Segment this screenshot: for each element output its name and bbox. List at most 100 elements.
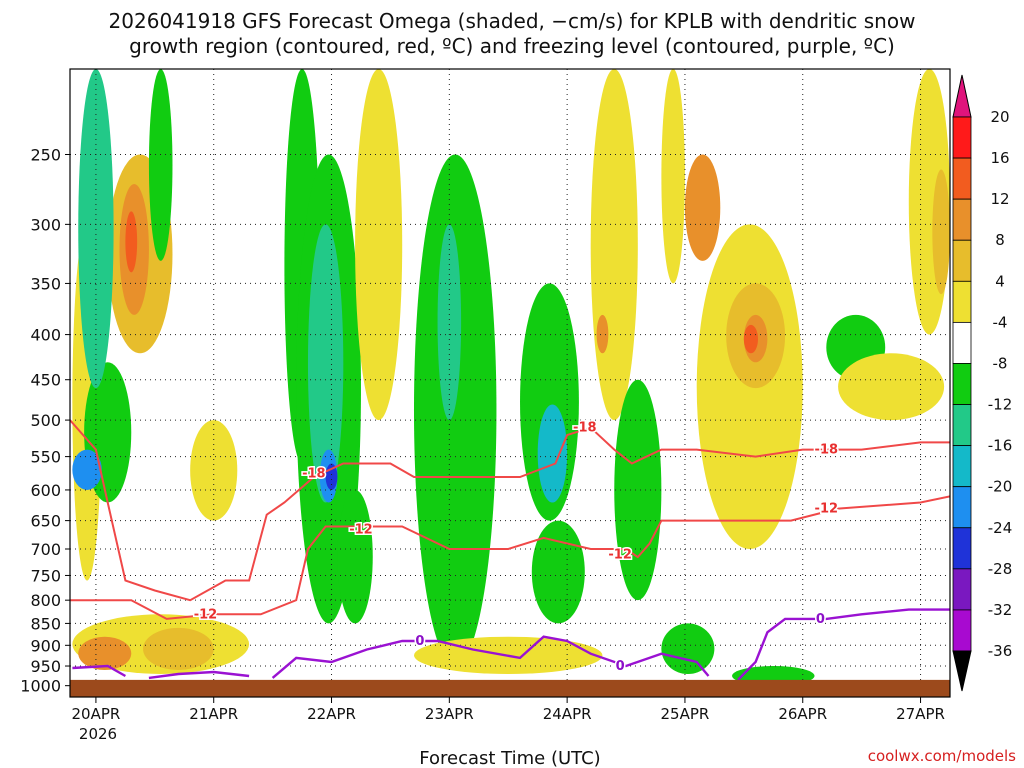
y-tick-label: 350: [30, 274, 61, 293]
colorbar: 20 16 12 8 4 -4 -8 -12 -16 -20 -24 -28 -32 -36: [952, 74, 1013, 692]
colorbar-label: -28: [988, 560, 1013, 578]
colorbar-bin: [952, 321, 972, 364]
freezing-level-label: 0: [415, 634, 424, 649]
chart-title-line2: growth region (contoured, red, ºC) and f…: [129, 34, 895, 58]
colorbar-bin: [952, 157, 972, 200]
y-tick-label: 600: [30, 481, 61, 500]
x-tick-label: 27APR: [896, 705, 945, 723]
y-tick-label: 950: [30, 657, 61, 676]
omega-region: [661, 623, 715, 675]
colorbar-label: -16: [988, 437, 1013, 455]
colorbar-top-arrow: [952, 74, 972, 118]
y-tick-label: 850: [30, 614, 61, 633]
omega-region: [148, 69, 173, 261]
y-tick-label: 450: [30, 371, 61, 390]
y-tick-label: 250: [30, 145, 61, 164]
colorbar-bin: [952, 239, 972, 282]
omega-region: [355, 69, 403, 421]
x-axis-title: Forecast Time (UTC): [419, 748, 600, 768]
colorbar-label: -24: [988, 519, 1013, 537]
colorbar-label: -4: [993, 313, 1008, 331]
colorbar-bin: [952, 568, 972, 611]
omega-region: [537, 404, 568, 503]
y-tick-label: 300: [30, 215, 61, 234]
x-tick-label: 22APR: [307, 705, 356, 723]
dgz-contour-label: -18: [815, 443, 839, 458]
colorbar-bin: [952, 363, 972, 405]
omega-region: [614, 379, 662, 601]
freezing-level-line: [271, 635, 710, 679]
colorbar-bin: [952, 198, 972, 241]
colorbar-label: 4: [995, 272, 1005, 290]
colorbar-bin: [952, 116, 972, 159]
omega-region: [838, 353, 945, 421]
colorbar-bin: [952, 486, 972, 529]
omega-region: [596, 314, 609, 354]
colorbar-label: -20: [988, 478, 1013, 496]
omega-region: [72, 449, 102, 490]
x-year-label: 2026: [79, 725, 117, 743]
colorbar-bin: [952, 280, 972, 323]
y-tick-label: 650: [30, 512, 61, 531]
colorbar-label: -8: [993, 354, 1008, 372]
omega-region: [190, 420, 238, 521]
omega-region: [125, 211, 138, 273]
y-tick-label: 800: [30, 591, 61, 610]
x-tick-label: 20APR: [72, 705, 121, 723]
y-tick-label: 400: [30, 326, 61, 345]
y-tick-label: 900: [30, 636, 61, 655]
omega-region: [932, 169, 950, 295]
colorbar-label: -32: [988, 601, 1013, 619]
freezing-level-line: [148, 670, 250, 680]
watermark: coolwx.com/models: [868, 747, 1016, 765]
colorbar-bin: [952, 609, 972, 652]
omega-region: [78, 636, 132, 671]
x-tick-label: 21APR: [189, 705, 238, 723]
colorbar-label: 8: [995, 231, 1005, 249]
y-tick-label: 1000: [20, 677, 61, 696]
x-tick-label: 26APR: [778, 705, 827, 723]
x-tick-label: 25APR: [661, 705, 710, 723]
dgz-contour-label: -12: [608, 547, 632, 562]
omega-region: [143, 627, 214, 671]
colorbar-label: 16: [990, 149, 1009, 167]
omega-region: [684, 154, 721, 261]
dgz-contour-label: -12: [349, 522, 373, 537]
y-tick-label: 550: [30, 448, 61, 467]
colorbar-label: -36: [988, 642, 1013, 660]
colorbar-bottom-arrow: [952, 650, 972, 692]
omega-region: [307, 224, 344, 503]
omega-region: [531, 520, 585, 624]
plot-area: -12 -12 -12 -12 -18 -18 -18 0 0 0: [70, 69, 950, 697]
omega-region: [743, 324, 758, 354]
colorbar-label: -12: [988, 396, 1013, 414]
freezing-level-line: [72, 664, 126, 678]
colorbar-label: 12: [990, 190, 1009, 208]
chart-title-line1: 2026041918 GFS Forecast Omega (shaded, −…: [109, 9, 916, 33]
dgz-contour-label: -18: [573, 421, 597, 436]
x-tick-label: 23APR: [425, 705, 474, 723]
colorbar-label: 20: [990, 108, 1009, 126]
y-tick-label: 500: [30, 411, 61, 430]
omega-region: [437, 224, 462, 421]
plot-frame: [69, 68, 951, 698]
dgz-contour-line: [70, 495, 950, 620]
freezing-level-label: 0: [616, 659, 625, 674]
x-tick-label: 24APR: [543, 705, 592, 723]
colorbar-bin: [952, 404, 972, 447]
y-tick-label: 750: [30, 566, 61, 585]
dgz-contour-label: -12: [815, 502, 839, 517]
omega-region: [78, 69, 114, 389]
colorbar-bin: [952, 527, 972, 570]
colorbar-bin: [952, 445, 972, 488]
freezing-level-line: [737, 608, 950, 681]
dgz-contour-line: [70, 419, 950, 602]
dgz-contour-label: -12: [194, 607, 218, 622]
omega-region: [413, 154, 497, 667]
y-tick-label: 700: [30, 540, 61, 559]
omega-region: [590, 69, 638, 421]
dgz-contour-label: -18: [302, 467, 326, 482]
omega-region: [337, 489, 373, 624]
ground-surface: [70, 679, 950, 697]
